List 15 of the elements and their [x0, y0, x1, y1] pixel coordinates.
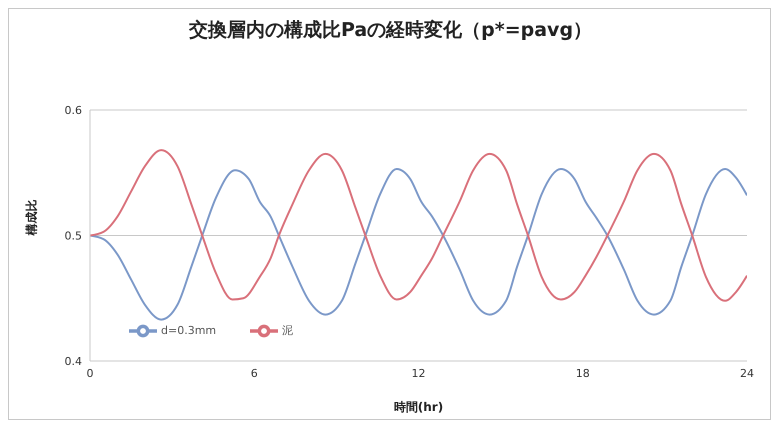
x-tick-label: 24 [740, 366, 754, 380]
chart-title: 交換層内の構成比Paの経時変化（p*=pavg） [188, 18, 594, 43]
x-axis-title: 時間(hr) [394, 400, 444, 414]
y-tick-label: 0.4 [64, 354, 82, 368]
legend-label: d=0.3mm [161, 324, 216, 338]
y-axis-title: 構成比 [24, 200, 38, 236]
line-series [90, 168, 747, 321]
y-tick-label: 0.5 [64, 229, 82, 242]
line-series [90, 149, 747, 302]
x-tick-label: 0 [86, 366, 94, 380]
x-tick-label: 18 [576, 366, 590, 380]
legend-label: 泥 [282, 324, 294, 338]
x-tick-label: 6 [250, 366, 258, 380]
x-tick-label: 12 [412, 366, 426, 380]
y-tick-label: 0.6 [64, 104, 82, 117]
